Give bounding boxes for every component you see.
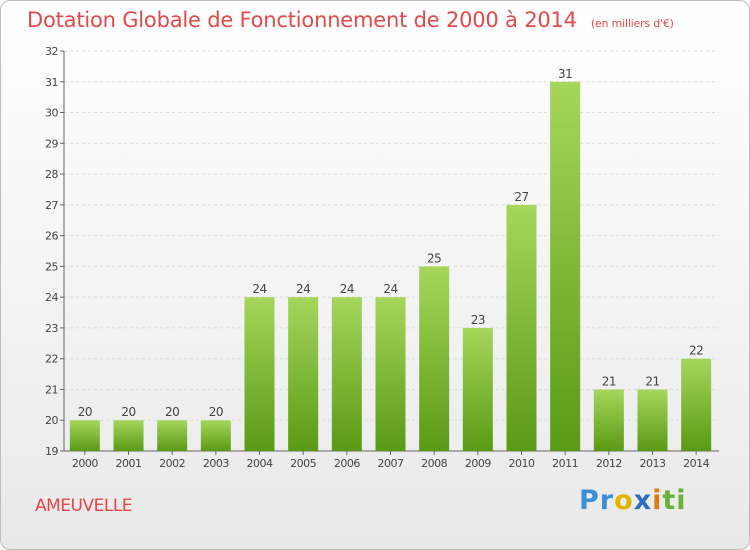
bar-value-label: 25	[427, 251, 441, 265]
bar	[506, 204, 537, 451]
logo-letter: r	[599, 485, 615, 516]
x-tick-label: 2011	[552, 457, 578, 470]
y-tick-label: 22	[45, 353, 58, 366]
bar	[244, 297, 275, 451]
y-tick-label: 20	[45, 414, 58, 427]
logo-letter: t	[662, 485, 677, 516]
y-tick-label: 28	[45, 168, 58, 181]
x-tick-label: 2002	[159, 457, 185, 470]
chart-title-text: Dotation Globale de Fonctionnement de 20…	[27, 8, 577, 32]
y-tick-label: 29	[45, 137, 58, 150]
bar-value-label: 20	[121, 405, 135, 419]
proxiti-logo[interactable]: Proxiti	[579, 485, 687, 516]
bar-value-label: 21	[645, 374, 659, 388]
bar-value-label: 20	[209, 405, 223, 419]
bar-value-label: 24	[340, 282, 354, 296]
bar	[637, 389, 668, 451]
bar-value-label: 27	[514, 190, 528, 204]
bar	[681, 358, 712, 451]
y-tick-label: 19	[45, 445, 58, 458]
bar-value-label: 24	[296, 282, 310, 296]
x-tick-label: 2010	[509, 457, 535, 470]
chart-title: Dotation Globale de Fonctionnement de 20…	[27, 8, 674, 32]
y-tick-label: 27	[45, 199, 58, 212]
bar-value-label: 22	[689, 344, 703, 358]
y-tick-label: 30	[45, 107, 58, 120]
bar-value-label: 20	[165, 405, 179, 419]
bar-value-label: 31	[558, 67, 572, 81]
y-tick-label: 32	[45, 45, 58, 58]
chart-subtitle: (en milliers d'€)	[590, 17, 674, 30]
x-tick-label: 2007	[378, 457, 404, 470]
bar-value-label: 21	[602, 374, 616, 388]
x-tick-label: 2006	[334, 457, 360, 470]
bar	[550, 81, 581, 452]
logo-letter: o	[614, 485, 634, 516]
x-tick-label: 2008	[421, 457, 447, 470]
logo-letter: i	[652, 485, 663, 516]
x-tick-label: 2009	[465, 457, 491, 470]
bar	[69, 420, 100, 451]
bar	[113, 420, 144, 451]
y-tick-label: 26	[45, 230, 58, 243]
bar	[157, 420, 188, 451]
bar	[462, 327, 493, 451]
y-tick-label: 31	[45, 76, 58, 89]
bar	[593, 389, 624, 451]
x-tick-label: 2012	[596, 457, 622, 470]
bar	[331, 297, 362, 451]
x-tick-label: 2014	[683, 457, 709, 470]
y-tick-label: 25	[45, 260, 58, 273]
logo-letter: x	[633, 485, 653, 516]
x-tick-label: 2001	[116, 457, 142, 470]
bar	[288, 297, 319, 451]
bar-value-label: 20	[78, 405, 92, 419]
bar	[200, 420, 231, 451]
x-tick-label: 2000	[72, 457, 98, 470]
y-tick-label: 21	[45, 383, 58, 396]
x-tick-label: 2005	[290, 457, 316, 470]
x-tick-label: 2004	[247, 457, 273, 470]
bar-value-label: 24	[252, 282, 266, 296]
y-tick-label: 23	[45, 322, 58, 335]
bar	[419, 266, 450, 451]
commune-name: AMEUVELLE	[35, 496, 133, 516]
logo-letter: i	[676, 485, 687, 516]
x-tick-label: 2013	[640, 457, 666, 470]
x-tick-label: 2003	[203, 457, 229, 470]
bar	[375, 297, 406, 451]
bar-value-label: 23	[471, 313, 485, 327]
bar-value-label: 24	[383, 282, 397, 296]
logo-letter: P	[579, 485, 600, 516]
y-tick-label: 24	[45, 291, 58, 304]
